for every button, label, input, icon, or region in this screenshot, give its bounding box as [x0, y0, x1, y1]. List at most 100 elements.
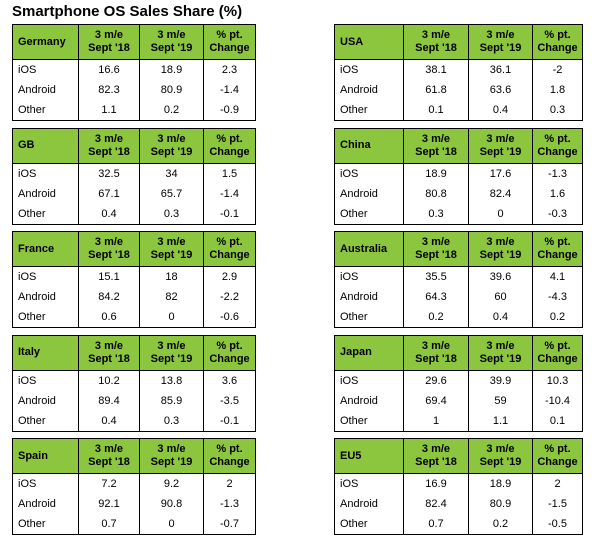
value-cell: -3.5 [203, 390, 256, 411]
column-header-line: 3 m/e [486, 339, 515, 352]
column-header-line: Sept '19 [479, 42, 522, 54]
column-header-line: % pt. [216, 236, 243, 248]
column-header-line: % pt. [216, 443, 243, 455]
value-cell: 16.9 [403, 473, 469, 494]
os-label: Other [12, 203, 79, 225]
value-cell: 0.2 [403, 307, 469, 328]
value-cell: -0.7 [203, 514, 256, 535]
data-row: Android 82.3 80.9 -1.4 [12, 80, 256, 100]
column-header-line: 3 m/e [421, 132, 451, 145]
value-cell: 0.6 [78, 307, 140, 328]
value-cell: 39.9 [468, 370, 533, 391]
title: Smartphone OS Sales Share (%) [12, 3, 243, 20]
value-cell: 0 [468, 203, 533, 225]
value-cell: -2 [532, 59, 583, 80]
column-header-line: 3 m/e [157, 339, 186, 352]
data-row: iOS 32.5 34 1.5 [12, 163, 256, 184]
region-name: EU5 [334, 438, 404, 474]
region-table: Japan 3 m/e Sept '18 3 m/e Sept '19% pt. Chan… [334, 334, 583, 432]
os-label: Android [334, 390, 404, 411]
value-cell: 80.9 [139, 80, 204, 100]
region-name: GB [12, 127, 79, 164]
data-row: Other 0.7 0 -0.7 [12, 514, 256, 535]
data-row: Android 84.2 82 -2.2 [12, 287, 256, 307]
data-row: iOS 10.2 13.8 3.6 [12, 370, 256, 391]
value-cell: 4.1 [532, 266, 583, 287]
column-header: % pt. Change [203, 231, 256, 267]
value-cell: -10.4 [532, 390, 583, 411]
data-row: iOS 18.9 17.6 -1.3 [334, 163, 583, 184]
value-cell: 1.1 [78, 100, 140, 121]
value-cell: 82.3 [78, 80, 140, 100]
value-cell: 1.8 [532, 80, 583, 100]
column-header-line: % pt. [544, 29, 571, 41]
value-cell: 80.9 [468, 494, 533, 514]
os-label: Other [334, 514, 404, 535]
value-cell: -0.9 [203, 100, 256, 121]
value-cell: 0.3 [403, 203, 469, 225]
value-cell: -2.2 [203, 287, 256, 307]
os-label: Android [12, 390, 79, 411]
value-cell: 92.1 [78, 494, 140, 514]
os-label: iOS [12, 163, 79, 184]
value-cell: 60 [468, 287, 533, 307]
os-label: Android [12, 494, 79, 514]
value-cell: 10.3 [532, 370, 583, 391]
value-cell: 0.4 [78, 203, 140, 225]
value-cell: 18.9 [403, 163, 469, 184]
column-header-line: Sept '19 [150, 352, 193, 365]
value-cell: 84.2 [78, 287, 140, 307]
column-header-line: Sept '18 [88, 42, 130, 54]
column-header-line: Sept '19 [479, 352, 522, 365]
value-cell: 0.2 [468, 514, 533, 535]
value-cell: 1.6 [532, 183, 583, 204]
region-table: Australia 3 m/e Sept '18 3 m/e Sept '19% pt.… [334, 231, 583, 328]
value-cell: -0.1 [203, 410, 256, 432]
column-header-line: 3 m/e [94, 132, 124, 145]
value-cell: -1.3 [532, 163, 583, 184]
column-header: 3 m/e Sept '18 [403, 127, 469, 164]
region-table: Italy 3 m/e Sept '18 3 m/e Sept '19% pt. Chan… [12, 334, 256, 432]
value-cell: 0.4 [468, 100, 533, 121]
value-cell: 69.4 [403, 390, 469, 411]
column-header-line: 3 m/e [94, 29, 124, 41]
column-header: 3 m/e Sept '18 [78, 231, 140, 267]
region-name: Australia [334, 231, 404, 267]
column-header-line: % pt. [216, 132, 243, 145]
data-row: Android 64.3 60 -4.3 [334, 287, 583, 307]
value-cell: 2.9 [203, 266, 256, 287]
column-header: 3 m/e Sept '18 [78, 127, 140, 164]
value-cell: 18.9 [468, 473, 533, 494]
value-cell: 59 [468, 390, 533, 411]
value-cell: 82.4 [403, 494, 469, 514]
value-cell: -0.6 [203, 307, 256, 328]
value-cell: 18.9 [139, 59, 204, 80]
column-header: 3 m/e Sept '18 [403, 24, 469, 60]
region-table: France 3 m/e Sept '18 3 m/e Sept '19% pt. Cha… [12, 231, 256, 328]
column-header-line: Sept '19 [479, 456, 522, 468]
column-header-line: Change [209, 456, 250, 468]
column-header-line: Sept '19 [479, 145, 522, 158]
os-label: Other [334, 100, 404, 121]
data-row: iOS 38.1 36.1 -2 [334, 59, 583, 80]
data-row: iOS 29.6 39.9 10.3 [334, 370, 583, 391]
column-header-line: 3 m/e [486, 29, 515, 41]
column-header-line: Change [537, 456, 578, 468]
os-label: Other [334, 203, 404, 225]
column-header-line: 3 m/e [486, 132, 515, 145]
value-cell: 2.3 [203, 59, 256, 80]
region-name: Spain [12, 438, 79, 474]
value-cell: 82.4 [468, 183, 533, 204]
column-header-line: % pt. [544, 339, 571, 352]
column-header-line: Change [209, 352, 250, 365]
data-row: Android 82.4 80.9 -1.5 [334, 494, 583, 514]
value-cell: 7.2 [78, 473, 140, 494]
column-header-line: Sept '19 [150, 456, 193, 468]
value-cell: 82 [139, 287, 204, 307]
column-header-line: Sept '18 [415, 145, 457, 158]
column-header-line: 3 m/e [94, 339, 124, 352]
data-row: Other 0.3 0 -0.3 [334, 203, 583, 225]
column-header: % pt. Change [203, 24, 256, 60]
value-cell: -1.3 [203, 494, 256, 514]
data-row: Android 89.4 85.9 -3.5 [12, 390, 256, 411]
